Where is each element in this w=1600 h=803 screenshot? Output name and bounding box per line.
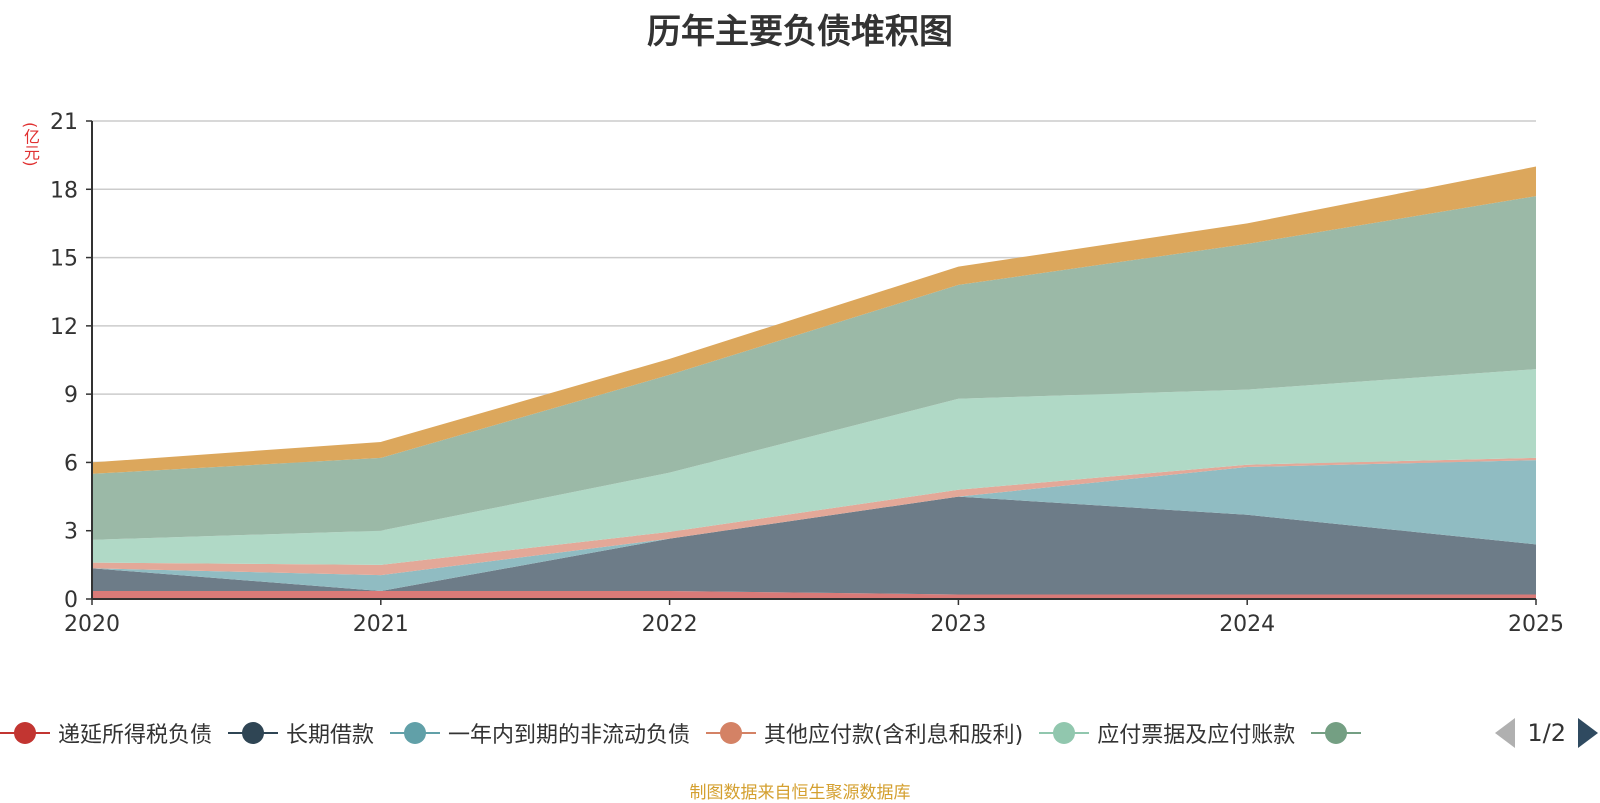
axis-layer: 0 3 6 9 12 15 18 21 2020 2021 2022 2023 2024 2025 — [50, 110, 1564, 637]
legend: 递延所得税负债 长期借款 一年内到期的非流动负债 其他应付款(含利息和股利) 应付票据及… — [0, 715, 1600, 751]
legend-marker-icon — [0, 721, 50, 745]
y-tick-label: 21 — [50, 110, 78, 135]
legend-marker-icon — [706, 721, 757, 745]
legend-prev-page-icon[interactable] — [1495, 718, 1516, 748]
legend-item[interactable]: 应付票据及应付账款 — [1039, 717, 1295, 749]
area-series-3[interactable] — [92, 457, 1536, 576]
source-note: 制图数据来自恒生聚源数据库 — [689, 783, 911, 803]
legend-label: 长期借款 — [286, 723, 375, 748]
x-tick-label: 2025 — [1508, 612, 1564, 637]
area-series-0[interactable] — [92, 591, 1536, 599]
area-series-1[interactable] — [92, 496, 1536, 595]
chart-title: 历年主要负债堆积图 — [647, 12, 953, 52]
x-tick-label: 2024 — [1219, 612, 1275, 637]
area-series-2[interactable] — [92, 460, 1536, 592]
x-tick-label: 2022 — [642, 612, 698, 637]
area-series-6[interactable] — [92, 166, 1536, 474]
legend-page-indicator: 1/2 — [1527, 719, 1566, 747]
legend-next-page-icon[interactable] — [1578, 718, 1598, 748]
area-series-4[interactable] — [92, 369, 1536, 565]
legend-label: 一年内到期的非流动负债 — [448, 723, 691, 748]
legend-item[interactable] — [1311, 721, 1369, 745]
area-series-5[interactable] — [92, 196, 1536, 540]
legend-marker-icon — [390, 721, 441, 745]
y-tick-label: 6 — [64, 451, 78, 476]
x-tick-label: 2020 — [64, 612, 120, 637]
legend-label: 其他应付款(含利息和股利) — [764, 723, 1024, 748]
legend-item[interactable]: 递延所得税负债 — [0, 717, 212, 749]
legend-label: 递延所得税负债 — [58, 723, 213, 748]
area-layer — [92, 166, 1536, 599]
legend-item[interactable]: 长期借款 — [228, 717, 374, 749]
y-tick-label: 9 — [64, 383, 78, 408]
stacked-area-chart: 0 3 6 9 12 15 18 21 2020 2021 2022 2023 2024 2025 — [50, 110, 1564, 637]
y-tick-label: 12 — [50, 315, 78, 340]
y-tick-label: 0 — [64, 588, 78, 613]
legend-marker-icon — [1311, 721, 1362, 745]
y-tick-label: 3 — [64, 520, 78, 545]
y-tick-label: 15 — [50, 247, 78, 272]
y-axis-unit-label: (亿元) — [21, 122, 40, 167]
legend-marker-icon — [1039, 721, 1090, 745]
legend-marker-icon — [228, 721, 279, 745]
legend-label: 应付票据及应付账款 — [1097, 723, 1296, 748]
legend-pager: 1/2 — [1470, 715, 1600, 751]
legend-item[interactable]: 其他应付款(含利息和股利) — [706, 717, 1023, 749]
x-tick-label: 2023 — [930, 612, 986, 637]
x-tick-label: 2021 — [353, 612, 409, 637]
legend-item[interactable]: 一年内到期的非流动负债 — [390, 717, 690, 749]
y-tick-label: 18 — [50, 178, 78, 203]
